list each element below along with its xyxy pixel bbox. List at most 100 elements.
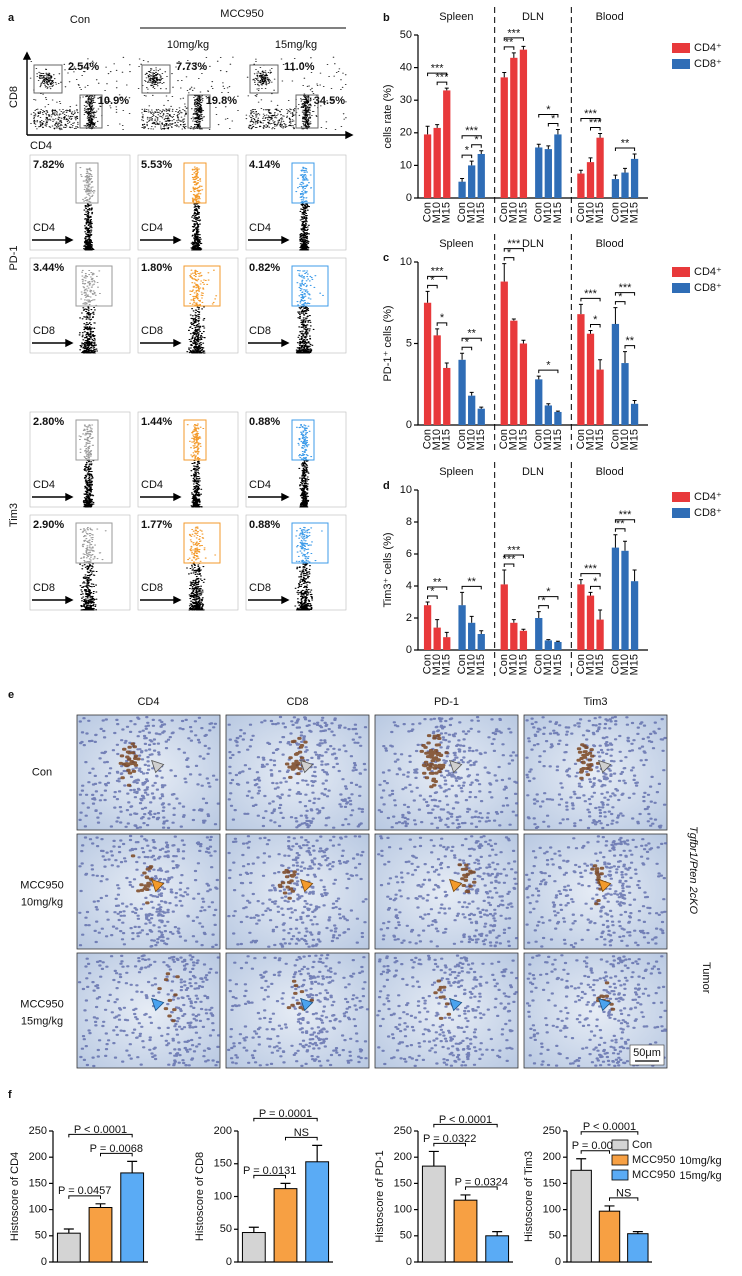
nuclei bbox=[227, 835, 368, 948]
error-bar bbox=[444, 362, 449, 368]
significance-bracket bbox=[461, 346, 473, 351]
x-tick-label: Con bbox=[575, 429, 587, 449]
arrowhead bbox=[300, 878, 314, 893]
y-tick-label: 50 bbox=[400, 1230, 412, 1242]
legend-label: CD8⁺ bbox=[694, 507, 722, 519]
bar bbox=[611, 179, 620, 198]
error-bar bbox=[521, 45, 526, 50]
significance-bracket bbox=[436, 81, 448, 86]
gate bbox=[249, 64, 279, 94]
dots bbox=[186, 305, 206, 354]
error-bar bbox=[536, 375, 541, 380]
y-tick-label: 10 bbox=[400, 256, 412, 268]
x-tick-label: M10 bbox=[508, 654, 520, 675]
gate bbox=[75, 522, 113, 564]
x-tick-label: Con bbox=[575, 654, 587, 674]
axis-arrow bbox=[248, 235, 290, 245]
group-label: Blood bbox=[596, 11, 624, 23]
group-label: DLN bbox=[522, 238, 544, 250]
x-tick-label: M15 bbox=[552, 654, 564, 675]
significance-bracket bbox=[461, 135, 482, 139]
column-header: Con bbox=[70, 14, 90, 26]
significance-bracket bbox=[609, 1197, 639, 1201]
group-label: Spleen bbox=[439, 466, 473, 478]
bar bbox=[577, 584, 585, 650]
significance-label: * bbox=[546, 360, 551, 372]
error-bar bbox=[460, 1194, 471, 1201]
stained-cells bbox=[419, 734, 449, 789]
significance-bracket bbox=[100, 1152, 133, 1157]
legend-swatch bbox=[611, 1154, 629, 1166]
axis-arrow bbox=[32, 595, 74, 605]
significance-label: *** bbox=[507, 27, 521, 39]
legend-swatch bbox=[672, 508, 690, 518]
y-tick-label: 50 bbox=[549, 1230, 561, 1242]
axis-arrow bbox=[140, 338, 182, 348]
legend-swatch bbox=[672, 59, 690, 69]
significance-bracket bbox=[590, 323, 601, 328]
x-tick-label: M15 bbox=[517, 202, 529, 223]
x-axis-label: CD8 bbox=[141, 582, 163, 594]
stained-cells bbox=[157, 972, 180, 1023]
error-bar bbox=[536, 143, 541, 148]
plot-frame bbox=[137, 514, 239, 611]
significance-bracket bbox=[503, 46, 515, 50]
axis-arrow bbox=[32, 492, 74, 502]
error-bar bbox=[425, 125, 430, 135]
y-axis-label: Histoscore of Tim3 bbox=[523, 1151, 535, 1242]
error-bar bbox=[479, 150, 484, 154]
significance-bracket bbox=[538, 596, 559, 600]
nuclei bbox=[77, 954, 221, 1068]
arrowhead bbox=[449, 997, 463, 1012]
significance-label: NS bbox=[616, 1187, 631, 1199]
significance-label: *** bbox=[584, 563, 598, 575]
dots bbox=[80, 269, 101, 306]
error-bar bbox=[613, 534, 618, 548]
bar bbox=[577, 173, 585, 198]
error-bar bbox=[632, 153, 637, 159]
dots bbox=[190, 166, 204, 203]
y-tick-label: 200 bbox=[543, 1151, 561, 1163]
dots bbox=[190, 459, 203, 508]
gate bbox=[183, 419, 207, 461]
significance-label: P < 0.0001 bbox=[583, 1121, 636, 1133]
significance-label: P = 0.0068 bbox=[90, 1143, 143, 1155]
significance-label: *** bbox=[584, 108, 598, 120]
error-bar bbox=[435, 619, 440, 628]
significance-bracket bbox=[285, 1136, 318, 1141]
error-bar bbox=[469, 160, 474, 166]
x-axis-label: CD4 bbox=[249, 222, 271, 234]
error-bar bbox=[578, 169, 583, 174]
bar bbox=[596, 137, 604, 198]
bar bbox=[535, 379, 543, 425]
x-tick-label: M10 bbox=[619, 429, 631, 450]
dots bbox=[186, 423, 205, 460]
stained-cells bbox=[457, 863, 477, 894]
axis-arrow bbox=[140, 235, 182, 245]
error-bar bbox=[435, 328, 440, 336]
error-bar bbox=[502, 569, 507, 585]
nuclei bbox=[377, 835, 519, 948]
histology-image bbox=[523, 714, 668, 831]
y-tick-label: 5 bbox=[406, 337, 412, 349]
error-bar bbox=[632, 400, 637, 404]
significance-bracket bbox=[538, 605, 549, 609]
bar bbox=[453, 1199, 478, 1263]
error-bar bbox=[578, 303, 583, 315]
bar bbox=[458, 359, 466, 425]
dots bbox=[299, 203, 311, 251]
nuclei bbox=[78, 716, 220, 829]
bar bbox=[630, 158, 639, 198]
nuclei bbox=[227, 953, 370, 1067]
axis-arrow bbox=[27, 130, 354, 140]
bar bbox=[443, 637, 451, 650]
x-axis-label: CD8 bbox=[33, 582, 55, 594]
significance-label: * bbox=[593, 576, 598, 588]
y-axis-label: Histoscore of PD-1 bbox=[374, 1150, 386, 1242]
marker-label: Tim3 bbox=[8, 503, 20, 527]
plot-frame bbox=[29, 411, 131, 508]
group-label: DLN bbox=[522, 466, 544, 478]
stained-cells bbox=[130, 854, 154, 905]
bar bbox=[596, 369, 604, 425]
significance-bracket bbox=[503, 554, 524, 558]
